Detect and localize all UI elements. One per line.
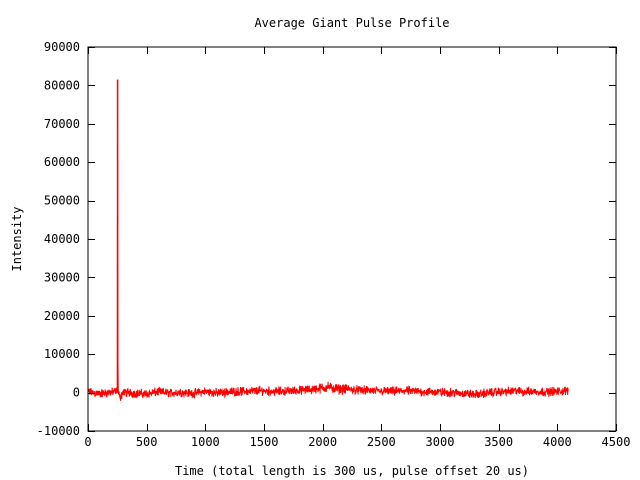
x-tick-label: 1000 (191, 435, 220, 449)
y-tick-label: 40000 (44, 232, 80, 246)
x-tick-label: 500 (136, 435, 158, 449)
y-tick-label: 90000 (44, 40, 80, 54)
y-tick-label: 20000 (44, 309, 80, 323)
plot-area (87, 79, 569, 401)
y-tick-label: 50000 (44, 194, 80, 208)
series-line-0 (87, 79, 569, 401)
x-tick-label: 3500 (484, 435, 513, 449)
y-tick-label: 60000 (44, 155, 80, 169)
x-tick-label: 2500 (367, 435, 396, 449)
y-axis-label: Intensity (10, 206, 24, 271)
y-tick-label: 10000 (44, 347, 80, 361)
y-tick-label: 0 (73, 386, 80, 400)
x-tick-label: 2000 (308, 435, 337, 449)
y-tick-label: 70000 (44, 117, 80, 131)
y-tick-label: -10000 (37, 424, 80, 438)
x-tick-label: 4500 (602, 435, 631, 449)
x-tick-label: 3000 (426, 435, 455, 449)
chart-title: Average Giant Pulse Profile (254, 16, 449, 30)
y-tick-label: 30000 (44, 270, 80, 284)
x-tick-label: 4000 (543, 435, 572, 449)
x-tick-label: 0 (84, 435, 91, 449)
plot-frame (87, 46, 617, 432)
axes: 0 500 1000 1500 2000 2500 3000 3500 4000 4500 -100… (37, 40, 631, 449)
x-axis-label: Time (total length is 300 us, pulse offs… (175, 464, 529, 478)
x-tick-label: 1500 (250, 435, 279, 449)
y-tick-label: 80000 (44, 78, 80, 92)
